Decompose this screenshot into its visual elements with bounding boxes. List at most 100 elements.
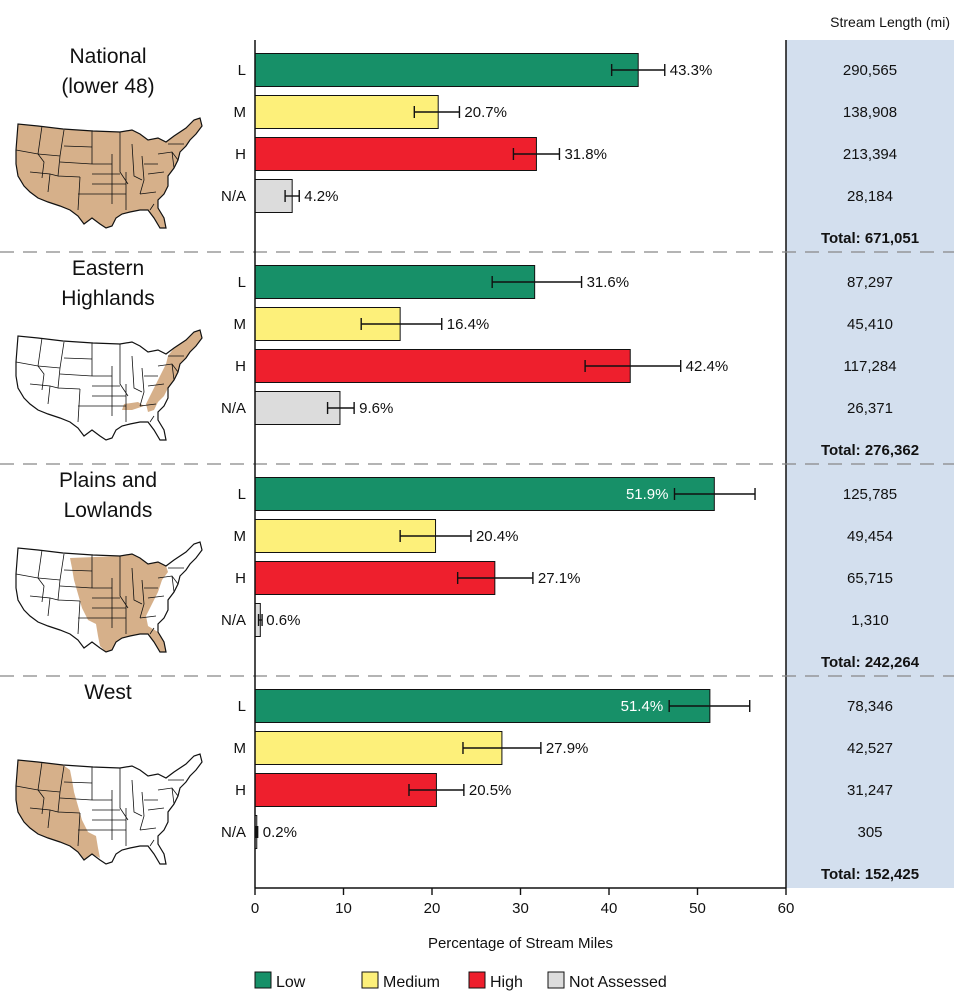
data-label: 31.6% [587, 274, 630, 291]
us-map-3 [15, 753, 203, 865]
stream-length-value: 290,565 [843, 62, 897, 79]
x-tick-label: 60 [778, 900, 795, 917]
category-label: L [238, 486, 246, 503]
stream-length-value: 49,454 [847, 528, 893, 545]
region-0: National (lower 48) L 43.3% 290,565 M 20.7% 138… [0, 45, 954, 253]
stream-length-total: Total: 671,051 [821, 230, 919, 247]
x-tick-label: 30 [512, 900, 529, 917]
stream-length-value: 1,310 [851, 612, 889, 629]
legend-swatch [361, 971, 379, 989]
legend-swatch [254, 971, 272, 989]
data-label: 4.2% [304, 188, 338, 205]
data-label: 27.9% [546, 740, 589, 757]
us-map-state-lines [15, 761, 184, 847]
stream-length-value: 42,527 [847, 740, 893, 757]
region-title-line: National [69, 45, 146, 68]
category-label: N/A [221, 612, 246, 629]
bar [254, 95, 439, 129]
stream-length-value: 26,371 [847, 400, 893, 417]
stream-length-total: Total: 276,362 [821, 442, 919, 459]
data-label: 51.9% [626, 486, 669, 503]
category-label: M [234, 316, 247, 333]
category-label: H [235, 358, 246, 375]
stream-length-value: 305 [857, 824, 882, 841]
category-label: L [238, 274, 246, 291]
bar [254, 349, 631, 383]
table-header: Stream Length (mi) [830, 14, 950, 30]
category-label: N/A [221, 824, 246, 841]
legend-label: Low [276, 974, 306, 991]
x-tick-label: 50 [689, 900, 706, 917]
us-map-state-lines [15, 549, 184, 635]
data-label: 20.7% [464, 104, 507, 121]
region-title-line: Eastern [72, 257, 144, 280]
us-map-outline [15, 753, 203, 865]
region-title-line: West [84, 681, 132, 704]
bar [254, 53, 639, 87]
legend-swatch [547, 971, 565, 989]
data-label: 20.5% [469, 782, 512, 799]
us-map-outline [15, 117, 203, 229]
bar [254, 731, 503, 765]
stream-length-value: 78,346 [847, 698, 893, 715]
stream-length-value: 65,715 [847, 570, 893, 587]
us-map-highlight [122, 330, 202, 412]
region-3: West L 51.4% 78,346 M 27.9% 42,527 H 20.5% 31,247… [15, 681, 919, 883]
data-label: 9.6% [359, 400, 393, 417]
bar [254, 561, 496, 595]
bar [254, 773, 437, 807]
legend-label: Medium [383, 974, 440, 991]
region-title-line: Lowlands [64, 499, 153, 522]
data-label: 31.8% [564, 146, 607, 163]
x-tick-label: 10 [335, 900, 352, 917]
stream-length-total: Total: 242,264 [821, 654, 920, 671]
us-map-outline [15, 329, 203, 441]
us-map-highlight [70, 554, 168, 652]
stream-length-value: 87,297 [847, 274, 893, 291]
category-label: L [238, 62, 246, 79]
us-map-base [16, 118, 202, 228]
data-label: 43.3% [670, 62, 713, 79]
stream-length-value: 138,908 [843, 104, 897, 121]
x-axis-title: Percentage of Stream Miles [428, 935, 613, 952]
us-map-outline [15, 541, 203, 653]
region-title-line: Plains and [59, 469, 157, 492]
us-map-2 [15, 541, 203, 653]
stream-length-value: 31,247 [847, 782, 893, 799]
us-map-state-lines [15, 337, 184, 423]
stream-length-value: 125,785 [843, 486, 897, 503]
us-map-0 [15, 117, 203, 229]
x-tick-label: 0 [251, 900, 259, 917]
stream-length-value: 28,184 [847, 188, 893, 205]
region-title-line: (lower 48) [61, 75, 154, 98]
category-label: L [238, 698, 246, 715]
legend-swatch [468, 971, 486, 989]
category-label: N/A [221, 188, 246, 205]
stream-length-total: Total: 152,425 [821, 866, 919, 883]
data-label: 42.4% [686, 358, 729, 375]
x-tick-label: 20 [424, 900, 441, 917]
region-title-line: Highlands [61, 287, 154, 310]
us-map-base [16, 330, 202, 440]
data-label: 16.4% [447, 316, 490, 333]
category-label: H [235, 782, 246, 799]
data-label: 0.2% [263, 824, 297, 841]
region-2: Plains and Lowlands L 51.9% 125,785 M 20.4% 49,… [0, 469, 954, 677]
x-tick-label: 40 [601, 900, 618, 917]
stream-length-value: 213,394 [843, 146, 897, 163]
stream-length-value: 117,284 [843, 358, 896, 375]
data-label: 51.4% [621, 698, 664, 715]
category-label: H [235, 146, 246, 163]
category-label: N/A [221, 400, 246, 417]
category-label: M [234, 528, 247, 545]
us-map-state-lines [15, 125, 184, 211]
bar [254, 391, 341, 425]
legend-label: High [490, 974, 523, 991]
category-label: M [234, 740, 247, 757]
stream-length-value: 45,410 [847, 316, 893, 333]
category-label: M [234, 104, 247, 121]
bar [254, 137, 537, 171]
category-label: H [235, 570, 246, 587]
legend-label: Not Assessed [569, 974, 667, 991]
